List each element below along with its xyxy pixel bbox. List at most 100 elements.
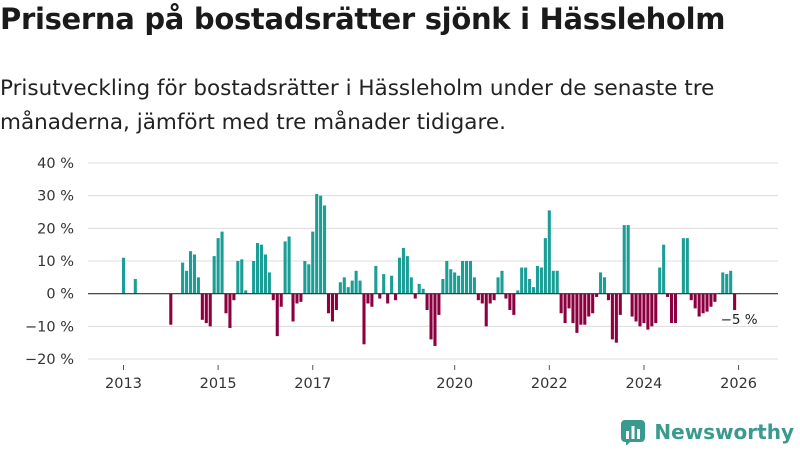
bar — [295, 293, 299, 304]
bar — [595, 293, 599, 297]
bar — [642, 293, 646, 324]
bar — [303, 261, 307, 294]
last-value-label: −5 % — [721, 312, 758, 328]
bar — [713, 293, 717, 302]
bar — [354, 270, 358, 294]
bar — [567, 293, 571, 309]
bar — [709, 293, 713, 307]
bar — [220, 231, 224, 294]
bar — [654, 293, 658, 324]
bar — [492, 293, 496, 301]
bar — [461, 261, 465, 294]
bar — [405, 256, 409, 294]
bar — [311, 231, 315, 294]
bar — [401, 247, 405, 294]
bar — [673, 293, 678, 324]
bar — [733, 293, 737, 310]
bar — [267, 272, 271, 294]
bar — [453, 272, 457, 294]
bar — [551, 270, 555, 294]
y-tick-label: 40 % — [37, 156, 74, 172]
bar — [204, 293, 208, 324]
bar — [681, 238, 685, 294]
bar — [658, 267, 662, 294]
bar — [634, 293, 638, 322]
bar — [121, 257, 126, 294]
bar — [638, 293, 642, 327]
bar — [650, 293, 654, 327]
bar — [547, 210, 551, 294]
bar — [283, 241, 287, 294]
bar — [484, 293, 488, 327]
bar — [323, 205, 327, 294]
y-tick-label: −10 % — [25, 319, 74, 335]
bar — [330, 293, 334, 322]
bar — [721, 272, 725, 294]
bar — [476, 293, 480, 301]
x-tick-label: 2022 — [531, 376, 568, 392]
bar — [319, 195, 323, 294]
bar — [429, 293, 433, 340]
x-tick-label: 2015 — [200, 376, 237, 392]
bar — [397, 257, 402, 294]
bar — [528, 278, 532, 294]
bar — [228, 293, 232, 328]
bar — [362, 293, 366, 345]
bar — [299, 293, 303, 302]
chart-title: Priserna på bostadsrätter sjönk i Hässle… — [0, 2, 726, 36]
y-tick-label: 20 % — [37, 221, 74, 237]
bar — [449, 269, 453, 294]
brand-name: Newsworthy — [654, 420, 794, 444]
bar — [579, 293, 583, 325]
bar — [259, 244, 264, 294]
bar — [382, 274, 386, 294]
bar — [539, 267, 543, 294]
bar — [133, 278, 137, 294]
bar — [626, 225, 630, 294]
bar — [315, 194, 319, 294]
bar — [705, 293, 709, 312]
bar — [630, 293, 634, 317]
bar — [386, 293, 390, 304]
bar — [457, 275, 461, 294]
bar — [725, 274, 729, 294]
bar — [370, 293, 374, 307]
bar — [236, 261, 240, 294]
bar — [441, 278, 445, 294]
bar — [342, 277, 346, 294]
bar — [685, 238, 689, 294]
bar — [350, 280, 354, 294]
bar — [662, 244, 666, 294]
bar — [338, 282, 342, 294]
bar — [516, 290, 520, 294]
bar — [394, 293, 398, 301]
chart-subtitle: Prisutveckling för bostadsrätter i Hässl… — [0, 76, 715, 135]
x-tick-label: 2024 — [626, 376, 663, 392]
x-tick-label: 2013 — [105, 376, 142, 392]
bar — [670, 293, 674, 324]
bar — [693, 293, 697, 309]
bar — [256, 243, 260, 294]
x-tick-label: 2017 — [294, 376, 331, 392]
bar — [374, 265, 378, 294]
bar — [729, 270, 733, 294]
bar — [504, 293, 508, 299]
bar — [240, 259, 244, 294]
bar — [421, 288, 425, 294]
bar — [346, 287, 350, 294]
bar — [169, 293, 173, 325]
bar — [390, 275, 394, 294]
bar — [666, 293, 670, 297]
bar — [181, 262, 185, 294]
bar — [555, 270, 559, 294]
bar — [535, 265, 540, 294]
bar — [496, 277, 500, 294]
bar — [275, 293, 279, 337]
bar — [508, 293, 512, 310]
bar — [606, 293, 610, 301]
bar — [689, 293, 693, 301]
bar — [468, 261, 472, 294]
bar — [614, 293, 618, 343]
bar — [610, 293, 614, 340]
